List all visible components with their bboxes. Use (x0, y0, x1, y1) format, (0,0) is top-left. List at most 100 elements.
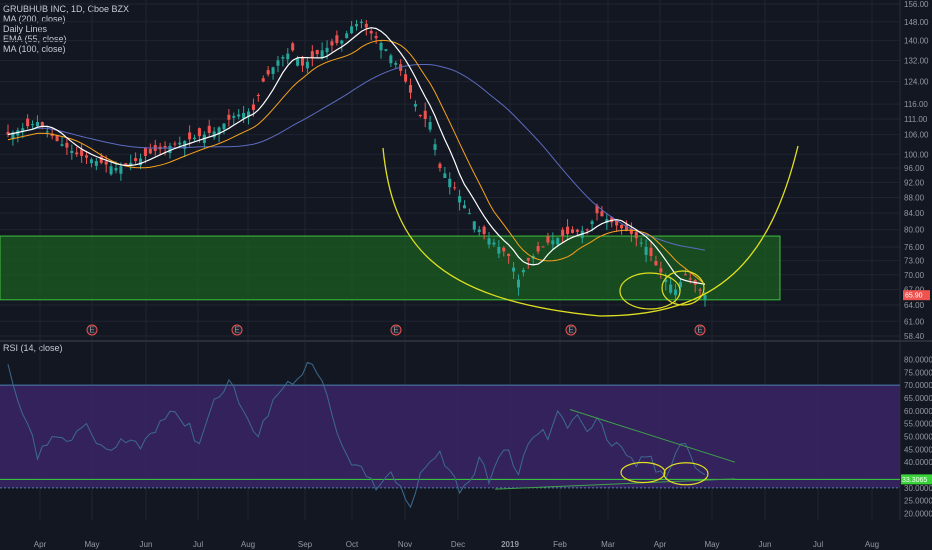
candle-body (6, 132, 10, 135)
earnings-marker-circle (565, 324, 577, 336)
candle-body (256, 95, 260, 97)
price-tick-label: 58.40 (904, 332, 925, 341)
candle-body (173, 143, 177, 145)
price-tick-label: 64.00 (904, 301, 925, 310)
candle-body (310, 51, 314, 58)
rsi-tick-label: 75.0000 (904, 368, 932, 377)
candle-body (639, 242, 643, 244)
zones (0, 235, 781, 301)
candle-body (669, 284, 673, 293)
candle-body (654, 260, 658, 266)
candle-body (40, 121, 44, 127)
candle-body (325, 47, 329, 53)
candle-body (585, 229, 589, 231)
rsi-trendline (494, 478, 736, 490)
candle-body (570, 229, 574, 233)
time-tick-label: Oct (346, 540, 359, 549)
candle-body (291, 43, 295, 51)
candle-body (482, 226, 486, 234)
candle-body (674, 289, 678, 296)
rsi-band (0, 385, 900, 488)
candle-body (404, 74, 408, 82)
candle-body (55, 135, 59, 142)
price-tick-label: 116.00 (904, 100, 928, 109)
ma200-line (7, 27, 706, 285)
price-tick-label: 67.00 (904, 286, 925, 295)
price-tick-label: 100.00 (904, 150, 929, 159)
time-tick-label: May (704, 540, 719, 549)
candle-body (590, 221, 594, 225)
candle-body (212, 131, 216, 138)
rsi-label[interactable]: RSI (14, close) (3, 343, 63, 353)
time-tick-label: Jun (759, 540, 772, 549)
earnings-marker: E (390, 324, 402, 336)
candle-body (438, 163, 442, 169)
moving-averages (7, 27, 706, 285)
candle-body (271, 67, 275, 74)
candle-body (251, 104, 255, 110)
candle-body (50, 133, 54, 137)
time-tick-label: Feb (553, 540, 567, 549)
candle-body (556, 238, 560, 245)
candle-body (487, 238, 491, 245)
candle-body (364, 23, 368, 28)
candle-body (433, 144, 437, 150)
indicator-ma200[interactable]: MA (200, close) (3, 14, 66, 24)
candle-body (374, 36, 378, 39)
indicator-ma100[interactable]: MA (100, close) (3, 44, 66, 54)
highlight-ellipse (619, 272, 681, 310)
rsi-tick-label: 80.0000 (904, 355, 932, 364)
candle-body (305, 61, 309, 69)
candle-body (104, 161, 108, 165)
candle-body (384, 49, 388, 51)
candle-body (246, 111, 251, 117)
earnings-marker: E (231, 324, 243, 336)
earnings-marker-label: E (393, 326, 398, 335)
rsi-trendline (569, 409, 736, 463)
candle-body (443, 173, 447, 178)
candle-body (70, 150, 74, 154)
chart-legend: GRUBHUB INC, 1D, Cboe BZX MA (200, close… (3, 4, 129, 54)
indicator-ema55[interactable]: EMA (55, close) (3, 34, 67, 44)
rsi-tick-label: 20.0000 (904, 510, 932, 519)
candle-body (541, 246, 545, 248)
candle-body (222, 123, 226, 130)
candle-body (629, 228, 633, 234)
highlight-ellipse (661, 270, 705, 306)
candle-body (335, 35, 339, 43)
candle-body (561, 229, 565, 237)
candle-body (664, 279, 668, 283)
time-tick-label: Mar (601, 540, 615, 549)
candle-body (80, 149, 84, 156)
indicator-daily-lines[interactable]: Daily Lines (3, 24, 48, 34)
rsi-tick-label: 30.0000 (904, 484, 932, 493)
earnings-marker-circle (390, 324, 402, 336)
candle-body (89, 159, 93, 164)
candle-body (281, 57, 285, 59)
time-tick-label: Jul (193, 540, 203, 549)
candle-body (634, 232, 638, 239)
candle-body (21, 128, 25, 131)
rsi-tick-label: 25.0000 (904, 497, 932, 506)
price-tick-label: 84.00 (904, 209, 925, 218)
candle-body (350, 26, 354, 34)
candle-body (148, 148, 152, 154)
candle-body (320, 50, 324, 59)
candle-body (448, 178, 452, 188)
candle-body (188, 132, 192, 140)
candle-body (516, 279, 521, 288)
rsi-tick-label: 65.0000 (904, 394, 932, 403)
support-zone (0, 235, 781, 301)
candle-body (276, 60, 280, 66)
time-tick-label: Apr (654, 540, 667, 549)
price-tick-label: 61.00 (904, 317, 925, 326)
candle-body (703, 295, 707, 300)
candle-body (600, 211, 604, 217)
time-tick-label: 2019 (501, 540, 519, 549)
time-tick-label: Aug (241, 540, 255, 549)
price-tick-label: 92.00 (904, 178, 925, 187)
price-tick-label: 106.00 (904, 131, 929, 140)
candle-body (659, 268, 663, 273)
